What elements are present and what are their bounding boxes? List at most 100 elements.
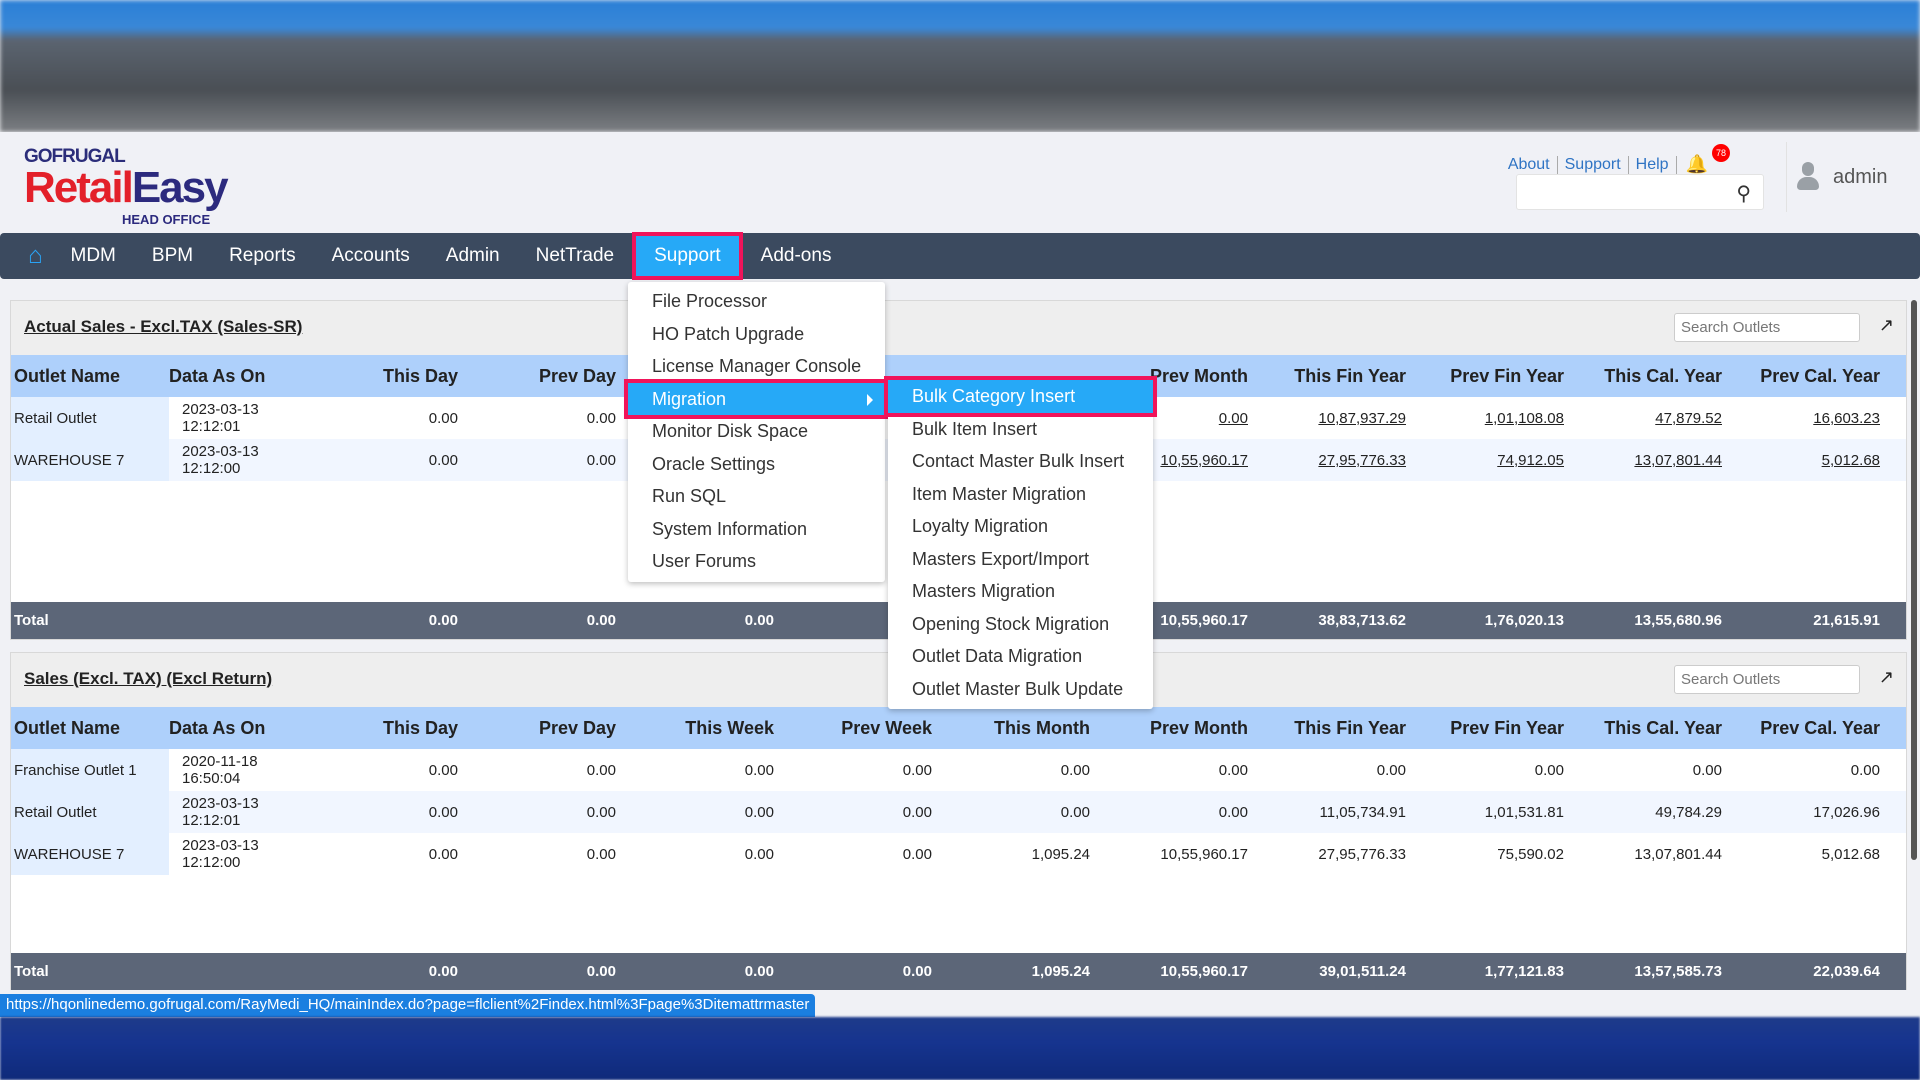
nav-support[interactable]: Support [632,232,743,280]
panel-title-bar: Actual Sales - Excl.TAX (Sales-SR) Search… [11,301,1906,355]
table-cell[interactable]: 10,55,960.17 [1160,451,1248,469]
table-row[interactable]: Retail Outlet 2023-03-13 12:12:01 0.00 0.00… [11,397,1906,439]
column-header[interactable]: Prev Cal. Year [1760,717,1880,738]
external-link-icon[interactable]: ↗ [1878,315,1894,335]
logo[interactable]: GOFRUGAL RetailEasy HEAD OFFICE [24,146,229,227]
table-cell[interactable]: 27,95,776.33 [1318,451,1406,469]
migration-menu-item[interactable]: Contact Master Bulk Insert [912,451,1125,471]
column-header[interactable]: Outlet Name [14,365,121,386]
support-link[interactable]: Support [1564,155,1621,173]
column-header[interactable]: Prev Fin Year [1450,365,1564,386]
panel-title-link[interactable]: Sales (Excl. TAX) (Excl Return) [24,669,273,688]
search-outlets-input[interactable] [1675,314,1859,341]
migration-menu-item[interactable]: Bulk Category Insert [884,376,1157,417]
column-header[interactable]: This Fin Year [1294,365,1406,386]
table-cell[interactable]: 13,07,801.44 [1634,451,1722,469]
support-menu-item[interactable]: User Forums [652,551,757,571]
table-cell[interactable]: 16,603.23 [1813,409,1880,427]
nav-nettrade[interactable]: NetTrade [535,245,615,266]
column-header[interactable]: This Cal. Year [1604,365,1722,386]
column-header[interactable]: Prev Month [1149,717,1248,738]
migration-menu-item[interactable]: Opening Stock Migration [912,613,1110,634]
migration-menu-item[interactable]: Masters Export/Import [912,548,1090,569]
nav-mdm[interactable]: MDM [70,245,116,266]
migration-menu-item[interactable]: Item Master Migration [912,483,1087,504]
table-cell[interactable]: 0.00 [1218,409,1248,427]
table-cell: 17,026.96 [1813,803,1880,821]
search-outlets-input[interactable] [1675,666,1859,693]
table-cell[interactable]: 10,87,937.29 [1318,409,1406,427]
support-menu-item[interactable]: System Information [652,518,808,539]
column-header[interactable]: Prev Month [1149,365,1248,386]
total-cell: 13,57,585.73 [1634,963,1722,980]
support-menu-item[interactable]: HO Patch Upgrade [652,323,805,344]
support-menu-item[interactable]: License Manager Console [652,356,862,376]
total-cell: 22,039.64 [1813,963,1880,980]
column-header[interactable]: This Day [382,717,458,738]
support-menu-item[interactable]: Monitor Disk Space [652,421,809,441]
table-cell[interactable]: 47,879.52 [1655,409,1722,427]
bell-icon[interactable]: 🔔 78 [1686,144,1730,175]
migration-menu-item[interactable]: Outlet Master Bulk Update [912,678,1124,699]
nav-bpm[interactable]: BPM [151,245,194,266]
nav-addons[interactable]: Add-ons [760,245,832,266]
search-icon[interactable]: ⚲ [1736,183,1751,205]
user-name: admin [1833,165,1888,188]
support-menu-item[interactable]: File Processor [652,291,768,311]
column-header[interactable]: This Cal. Year [1604,717,1722,738]
user-menu[interactable]: admin [1786,142,1887,212]
blurred-browser-chrome [0,0,1920,132]
home-icon[interactable]: ⌂ [28,242,43,269]
nav-reports[interactable]: Reports [229,245,296,266]
panel-title-link[interactable]: Actual Sales - Excl.TAX (Sales-SR) [24,317,303,336]
help-link[interactable]: Help [1635,155,1669,173]
table-cell[interactable]: 5,012.68 [1821,451,1880,469]
table-cell[interactable]: 74,912.05 [1497,451,1564,469]
migration-menu-item[interactable]: Outlet Data Migration [912,646,1083,666]
migration-menu-item[interactable]: Loyalty Migration [912,516,1049,536]
status-bar-url: https://hqonlinedemo.gofrugal.com/RayMed… [0,994,816,1017]
support-menu-item[interactable]: Run SQL [652,486,727,506]
nav-admin[interactable]: Admin [445,245,500,266]
global-search-input[interactable]: ⚲ [1516,174,1764,210]
column-header[interactable]: Prev Day [538,365,616,386]
column-header[interactable]: Prev Cal. Year [1760,365,1880,386]
table-cell[interactable]: 1,01,108.08 [1484,409,1564,427]
table-cell: 5,012.68 [1821,845,1880,863]
search-outlets-field[interactable]: Search Outlets [1674,665,1860,694]
total-cell: 1,095.24 [1031,963,1090,980]
column-header[interactable]: This Week [685,717,774,738]
page-scrollbar[interactable] [1911,300,1917,860]
column-header[interactable]: Prev Fin Year [1450,717,1564,738]
table-row[interactable]: WAREHOUSE 7 2023-03-13 12:12:00 0.00 0.00 0.… [11,833,1906,875]
support-menu-item[interactable]: Migration [624,378,889,419]
table-cell: 0.00 [1060,803,1090,821]
migration-menu-item[interactable]: Bulk Item Insert [912,418,1038,439]
column-header[interactable]: This Month [994,717,1090,738]
external-link-icon[interactable]: ↗ [1878,667,1894,687]
column-header[interactable]: This Fin Year [1294,717,1406,738]
outlet-name-cell: Retail Outlet [11,791,169,833]
search-outlets-field[interactable]: Search Outlets [1674,313,1860,342]
migration-menu-item[interactable]: Masters Migration [912,581,1056,601]
table-cell: 1,095.24 [1031,845,1090,863]
column-header[interactable]: Prev Week [841,717,932,738]
blurred-taskbar [0,1017,1920,1080]
table-cell: 49,784.29 [1655,803,1722,821]
table-row[interactable]: Franchise Outlet 1 2020-11-18 16:50:04 0.0… [11,749,1906,791]
table-cell: 0.00 [744,761,774,779]
column-header[interactable]: Data As On [169,365,266,386]
total-cell: 1,76,020.13 [1484,612,1564,629]
column-header[interactable]: Prev Day [538,717,616,738]
nav-accounts[interactable]: Accounts [331,245,410,266]
column-header[interactable]: Data As On [169,717,266,738]
total-cell: 13,55,680.96 [1634,612,1722,629]
support-menu-item[interactable]: Oracle Settings [652,453,776,474]
column-header[interactable]: Outlet Name [14,717,121,738]
column-header[interactable]: This Day [382,365,458,386]
about-link[interactable]: About [1507,155,1550,173]
table-cell: 0.00 [902,803,932,821]
table-cell: 0.00 [586,803,616,821]
table-row[interactable]: Retail Outlet 2023-03-13 12:12:01 0.00 0.00… [11,791,1906,833]
table-cell: 0.00 [1218,803,1248,821]
